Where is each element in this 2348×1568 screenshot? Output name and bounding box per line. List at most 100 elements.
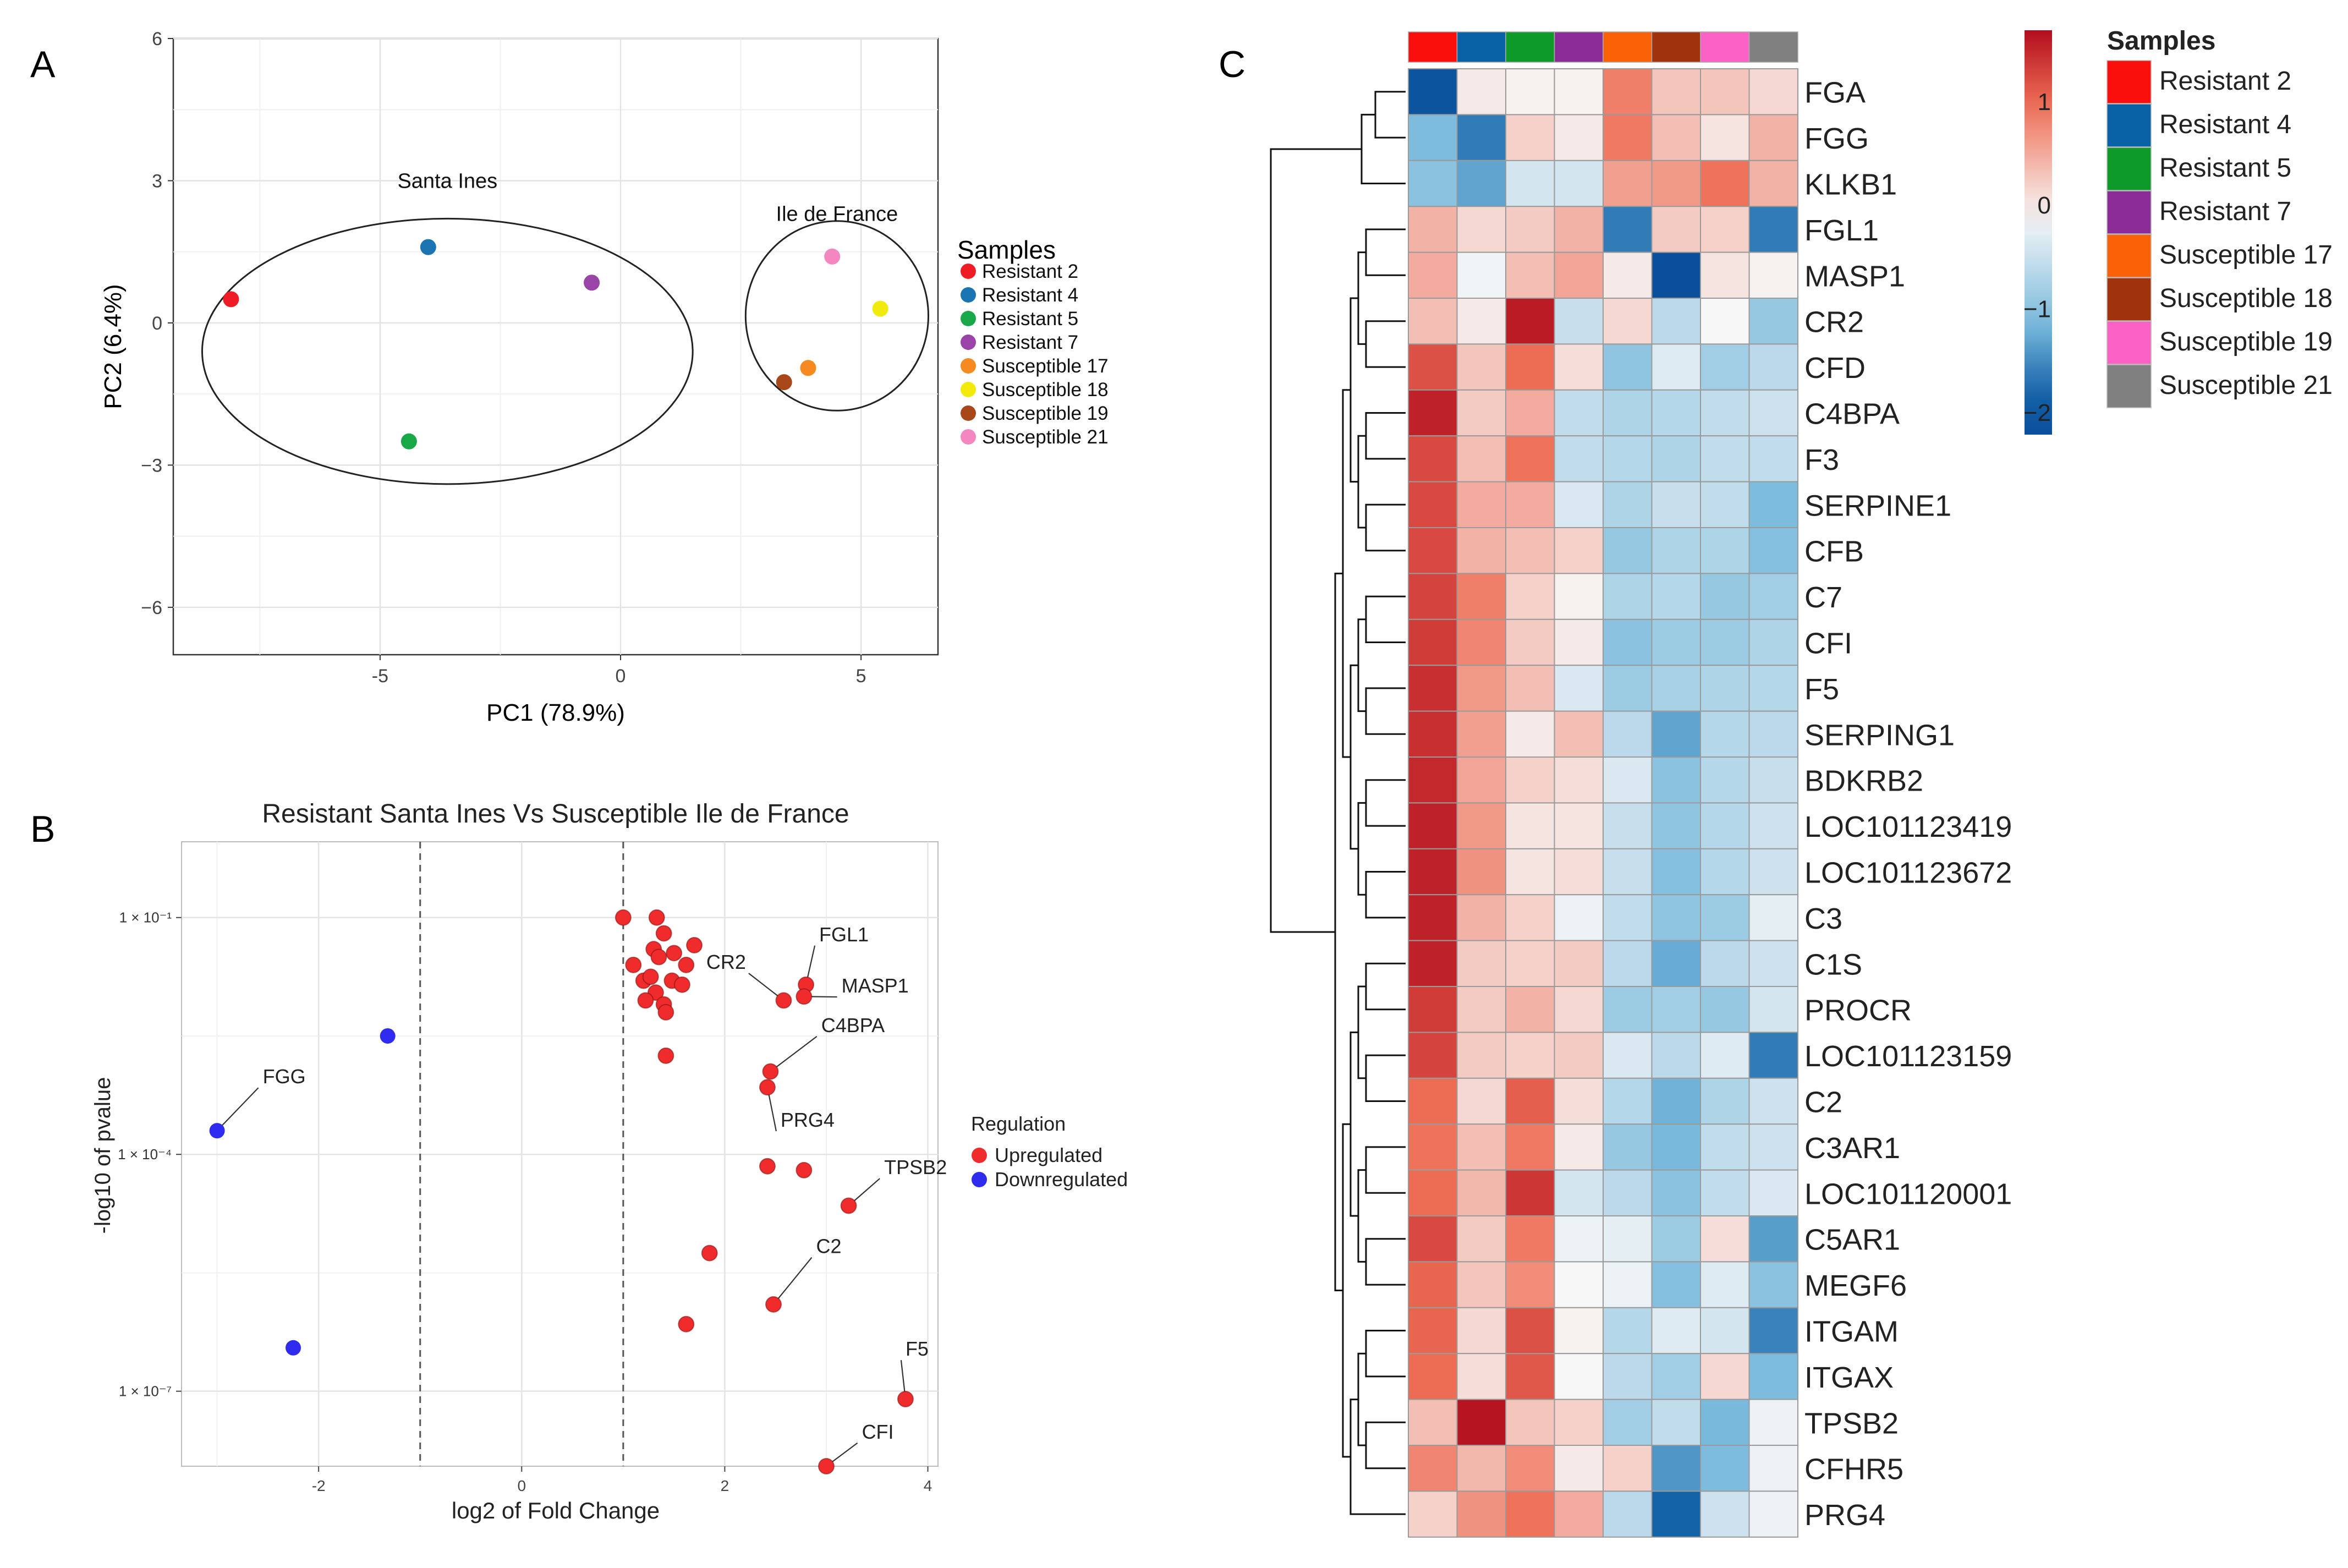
volcano-gene-label: F5 [906, 1337, 929, 1360]
heatmap-row-label: C7 [1804, 581, 1842, 614]
volcano-point [655, 925, 672, 942]
heatmap-cell [1603, 1215, 1653, 1263]
heatmap-cell [1408, 435, 1458, 483]
heatmap-cell [1554, 802, 1604, 849]
volcano-point [286, 1340, 301, 1356]
heatmap-cell [1456, 1261, 1506, 1308]
heatmap-cell [1505, 1123, 1555, 1171]
pca-legend-label: Resistant 5 [982, 308, 1078, 330]
pca-legend-label: Resistant 2 [982, 261, 1078, 282]
pca-point [824, 248, 841, 265]
heatmap-panel: FGA FGG KLKB1 FGL1 MASP1 CR2 CFD C4BPA F3 SERPINE… [1270, 26, 2333, 1538]
heatmap-cell [1456, 251, 1506, 299]
heatmap-cell [1651, 665, 1701, 712]
heatmap-cell [1603, 251, 1653, 299]
heatmap-row-label: FGL1 [1804, 214, 1879, 247]
heatmap-cell [1408, 618, 1458, 666]
heatmap-cell [1554, 343, 1604, 391]
heatmap-sample-legend: Samples Resistant 2 Resistant 4 Resistant … [2106, 26, 2333, 408]
heatmap-cell [1700, 1032, 1750, 1079]
heatmap-cell [1456, 710, 1506, 758]
heatmap-cell [1554, 573, 1604, 620]
heatmap-cell [1408, 389, 1458, 437]
heatmap-cell [1408, 756, 1458, 804]
pca-legend-swatch [961, 311, 976, 326]
pca-legend-label: Susceptible 18 [982, 379, 1109, 401]
heatmap-legend-label: Resistant 7 [2159, 197, 2291, 226]
heatmap-cell [1748, 298, 1798, 345]
heatmap-cell [1651, 894, 1701, 941]
heatmap-cell [1603, 1077, 1653, 1125]
heatmap-cell [1651, 986, 1701, 1033]
heatmap-row-label: ITGAX [1804, 1361, 1894, 1394]
heatmap-cell [1456, 206, 1506, 253]
pca-point [776, 374, 792, 391]
heatmap-row-label: TPSB2 [1804, 1407, 1899, 1440]
heatmap-cell [1456, 1032, 1506, 1079]
heatmap-cell [1700, 160, 1750, 207]
heatmap-cell [1651, 618, 1701, 666]
heatmap-dendrogram-branch [1342, 389, 1351, 758]
heatmap-cell [1700, 206, 1750, 253]
heatmap-cell [1700, 251, 1750, 299]
heatmap-legend-title: Samples [2107, 26, 2215, 56]
volcano-point [637, 992, 654, 1009]
heatmap-cell [1505, 1215, 1555, 1263]
heatmap-dendrogram-branch [1365, 1330, 1373, 1378]
heatmap-dendrogram-branch [1349, 1031, 1358, 1217]
heatmap-cell [1748, 756, 1798, 804]
heatmap-cell [1408, 298, 1458, 345]
heatmap-cell [1505, 343, 1555, 391]
heatmap-cell [1700, 1399, 1750, 1446]
volcano-point [897, 1391, 914, 1408]
heatmap-color-scale-label: −2 [2023, 399, 2051, 426]
heatmap-dendrogram-branch [1360, 113, 1406, 184]
volcano-point [625, 956, 642, 973]
heatmap-cell [1651, 160, 1701, 207]
volcano-gene-label: MASP1 [842, 974, 909, 997]
heatmap-cell [1554, 1123, 1604, 1171]
heatmap-cell [1748, 1307, 1798, 1355]
heatmap-cell [1603, 68, 1653, 116]
heatmap-cell [1408, 848, 1458, 896]
heatmap-legend-label: Resistant 2 [2159, 67, 2291, 96]
heatmap-cell [1603, 1353, 1653, 1400]
heatmap-cell [1748, 68, 1798, 116]
heatmap-color-scale-label: 1 [2038, 89, 2051, 116]
heatmap-dendrogram-branch [1357, 618, 1366, 712]
pca-point [800, 360, 816, 376]
heatmap-cell [1651, 527, 1701, 574]
heatmap-cell [1408, 1215, 1458, 1263]
heatmap-row-label: LOC101123419 [1804, 810, 2012, 843]
heatmap-cell [1700, 1215, 1750, 1263]
heatmap-cell [1554, 665, 1604, 712]
volcano-gene-label: C2 [816, 1235, 842, 1258]
volcano-gene-label: TPSB2 [884, 1156, 947, 1178]
volcano-gene-label: CR2 [706, 951, 746, 973]
heatmap-cell [1603, 1490, 1653, 1538]
heatmap-cell [1748, 343, 1798, 391]
volcano-legend-swatch [972, 1148, 987, 1163]
heatmap-row-label: FGA [1804, 76, 1866, 109]
heatmap-cell [1408, 573, 1458, 620]
heatmap-cell [1554, 1399, 1604, 1446]
heatmap-row-label: F5 [1804, 673, 1839, 706]
heatmap-cell [1505, 1353, 1555, 1400]
heatmap-cell [1505, 986, 1555, 1033]
heatmap-cell [1748, 1490, 1798, 1538]
heatmap-sample-bar-cell [1700, 31, 1750, 63]
volcano-legend-label: Downregulated [995, 1168, 1128, 1191]
heatmap-cell [1408, 940, 1458, 987]
heatmap-dendrogram-branch [1365, 1238, 1373, 1286]
heatmap-cell [1554, 389, 1604, 437]
pca-legend-swatch [961, 405, 976, 421]
heatmap-cell [1700, 1077, 1750, 1125]
heatmap-cell [1700, 389, 1750, 437]
heatmap-cell [1748, 481, 1798, 528]
volcano-point [657, 1004, 674, 1021]
heatmap-cell [1700, 894, 1750, 941]
heatmap-cell [1700, 527, 1750, 574]
heatmap-row-label: LOC101120001 [1804, 1177, 2012, 1210]
heatmap-cell [1603, 1307, 1653, 1355]
